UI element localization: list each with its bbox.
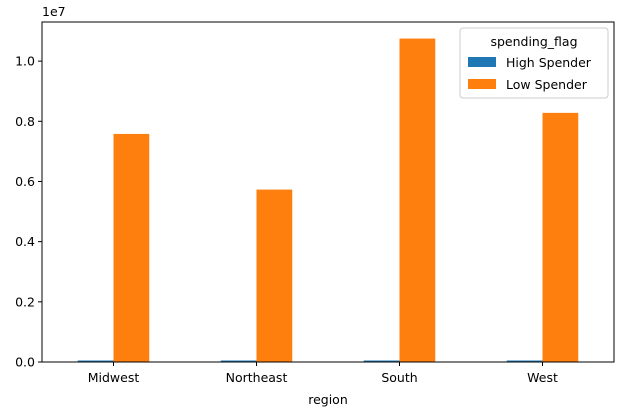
y-axis-offset-text: 1e7 — [42, 4, 66, 19]
legend-swatch — [468, 79, 496, 89]
legend-swatch — [468, 57, 496, 67]
bar-high-spender-northeast — [220, 360, 257, 362]
legend-box — [459, 27, 609, 99]
bar-low-spender-northeast — [256, 189, 293, 362]
x-tick-label: South — [381, 370, 417, 385]
bar-high-spender-midwest — [77, 360, 114, 362]
y-tick-label: 0.8 — [15, 114, 35, 129]
x-axis-ticks: Midwest Northeast South West — [88, 362, 558, 385]
y-tick-label: 1.0 — [15, 54, 35, 69]
legend-label: Low Spender — [506, 77, 588, 92]
legend: spending_flag High Spender Low Spender — [459, 27, 609, 99]
plot-frame — [41, 21, 615, 363]
legend-items: High Spender Low Spender — [468, 55, 592, 92]
bar-low-spender-west — [542, 112, 579, 363]
x-axis-label: region — [308, 392, 348, 407]
x-tick-label: Midwest — [88, 370, 140, 385]
y-tick-label: 0.0 — [15, 355, 35, 370]
y-tick-label: 0.2 — [15, 294, 35, 309]
bar-high-spender-south — [363, 360, 400, 362]
bar-low-spender-midwest — [113, 133, 150, 362]
bar-low-spender-south — [399, 38, 436, 362]
y-tick-label: 0.6 — [15, 174, 35, 189]
bars-layer — [77, 38, 579, 363]
x-tick-label: Northeast — [226, 370, 288, 385]
bar-high-spender-west — [506, 360, 543, 362]
y-tick-label: 0.4 — [15, 234, 35, 249]
y-axis-ticks: 0.0 0.2 0.4 0.6 0.8 1.0 — [15, 54, 42, 370]
legend-title: spending_flag — [490, 34, 577, 49]
x-tick-label: West — [527, 370, 558, 385]
legend-label: High Spender — [506, 55, 592, 70]
